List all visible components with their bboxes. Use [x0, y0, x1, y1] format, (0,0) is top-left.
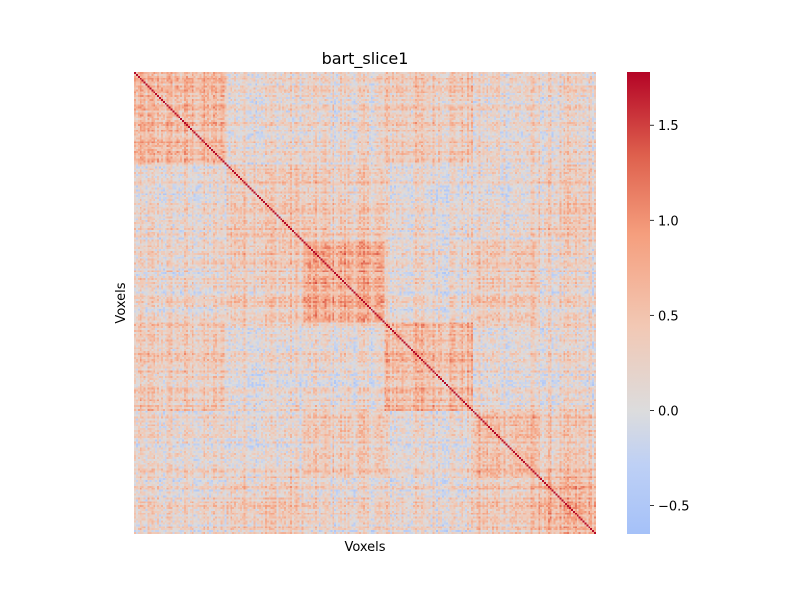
y-axis-label: Voxels [114, 282, 129, 323]
colorbar-tick-label: 1.0 [658, 214, 679, 229]
colorbar-gradient [627, 72, 650, 534]
chart-title: bart_slice1 [322, 49, 409, 69]
x-axis-label: Voxels [344, 540, 385, 555]
colorbar: −0.5 0.0 0.5 1.0 1.5 [627, 72, 690, 534]
heatmap [134, 72, 596, 534]
colorbar-ticks: −0.5 0.0 0.5 1.0 1.5 [650, 119, 690, 514]
colorbar-tick-label: 1.5 [658, 119, 679, 134]
colorbar-tick-label: −0.5 [658, 499, 690, 514]
colorbar-tick-label: 0.0 [658, 404, 679, 419]
colorbar-tick-label: 0.5 [658, 309, 679, 324]
heatmap-image [134, 72, 596, 534]
